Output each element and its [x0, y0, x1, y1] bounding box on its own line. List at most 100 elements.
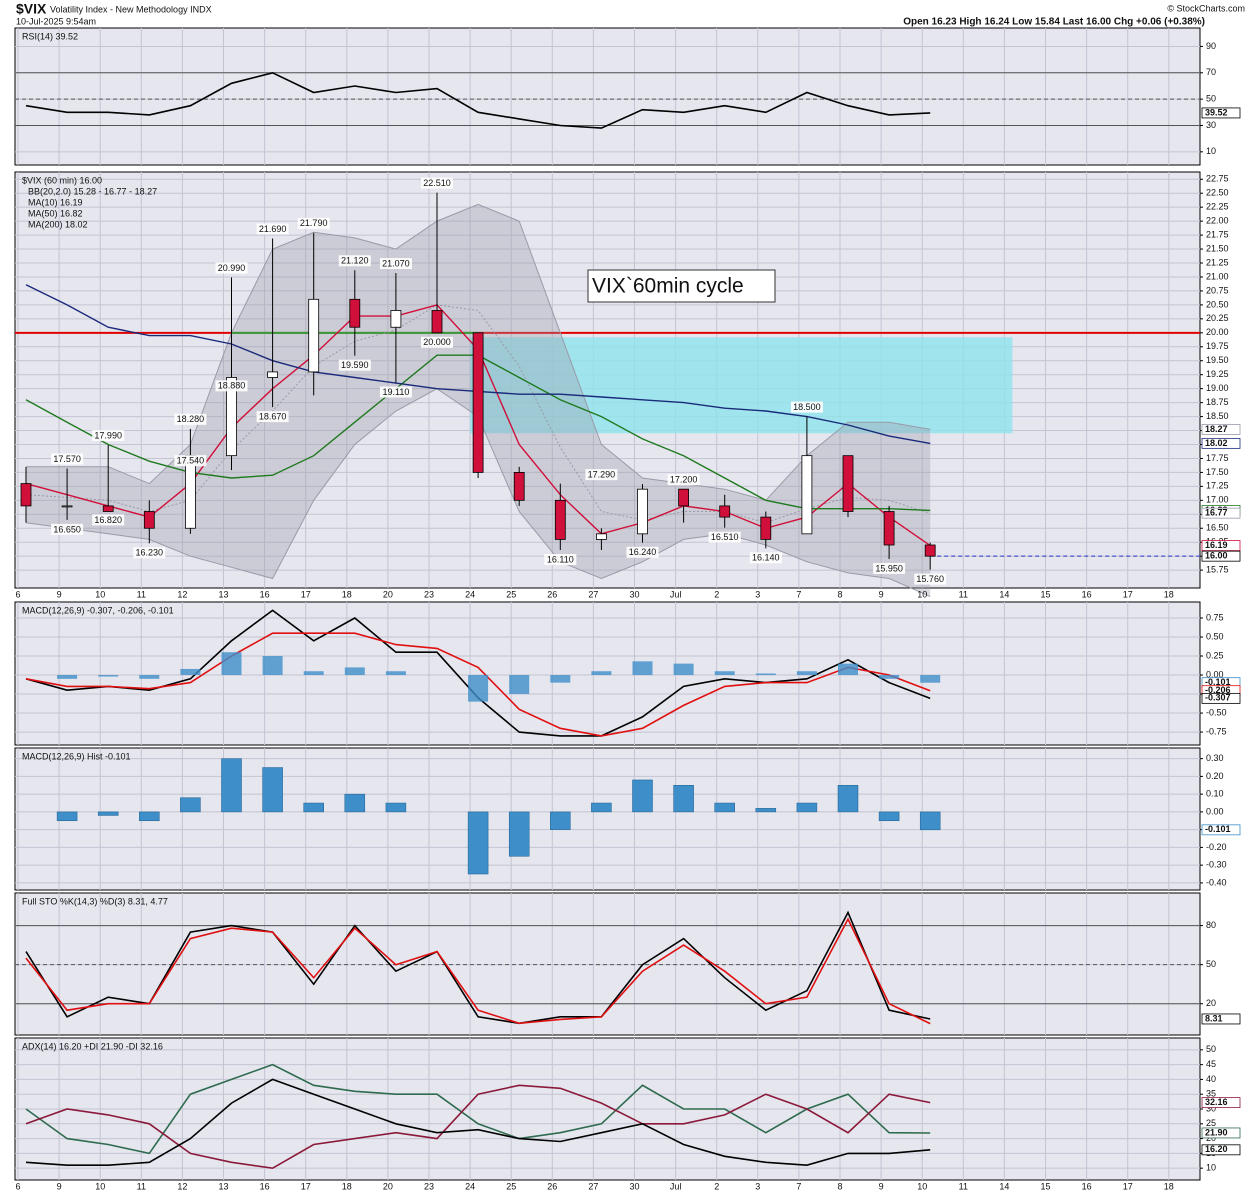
y-tick-label: 50	[1206, 94, 1216, 104]
peak-label-bg	[914, 573, 947, 585]
peak-label: 15.950	[875, 563, 903, 573]
peak-label: 16.240	[629, 547, 657, 557]
macd-histogram-bar	[139, 675, 160, 679]
y-tick-label: -0.20	[1206, 842, 1227, 852]
peak-label: 17.570	[53, 454, 81, 464]
peak-label-bg	[667, 474, 700, 486]
peak-label: 18.880	[218, 381, 246, 391]
y-tick-label: 0.20	[1206, 771, 1224, 781]
x-tick-label: 6	[15, 589, 20, 599]
x-tick-label: 17	[301, 589, 311, 599]
legend-entry: MA(50) 16.82	[28, 208, 83, 218]
x-tick-label: 13	[218, 1181, 228, 1191]
peak-label: 18.280	[177, 414, 205, 424]
peak-label: 21.120	[341, 256, 369, 266]
candle-body	[596, 533, 607, 540]
x-tick-label: 9	[57, 589, 62, 599]
last-value-tag	[1201, 550, 1241, 562]
last-value-tag	[1201, 824, 1241, 836]
macd-histogram-bar	[796, 671, 817, 676]
y-tick-label: 0.10	[1206, 789, 1224, 799]
y-tick-label: 16.50	[1206, 523, 1229, 533]
last-value-tag	[1201, 1144, 1241, 1156]
panel-background	[14, 892, 1201, 1036]
x-tick-label: 18	[342, 589, 352, 599]
last-value-tag	[1201, 437, 1241, 449]
security-name: Volatility Index - New Methodology INDX	[50, 4, 212, 14]
indicator-line	[25, 1063, 931, 1155]
last-value-label: 18.02	[1205, 438, 1228, 448]
panel-title: $VIX (60 min) 16.00	[22, 175, 102, 185]
x-tick-label: 10	[95, 589, 105, 599]
candle-body	[226, 377, 237, 457]
peak-label-bg	[51, 453, 84, 465]
peak-label-bg	[174, 413, 207, 425]
candle-body	[308, 298, 320, 373]
y-tick-label: -0.75	[1206, 726, 1227, 736]
histogram-bar	[467, 811, 489, 875]
peak-label-bg	[421, 336, 453, 348]
peak-label: 21.690	[259, 224, 287, 234]
last-value-tag	[1201, 107, 1241, 119]
y-tick-label: 80	[1206, 920, 1216, 930]
macd-histogram-bar	[879, 675, 900, 679]
macd-histogram-bar	[221, 652, 242, 676]
x-tick-label: 6	[15, 1181, 20, 1191]
x-tick-label: 16	[260, 1181, 270, 1191]
panel-title: MACD(12,26,9) Hist -0.101	[22, 751, 131, 761]
y-tick-label: 20.50	[1206, 299, 1229, 309]
peak-label: 21.790	[300, 218, 328, 228]
peak-label-bg	[379, 258, 412, 270]
peak-label: 21.070	[382, 258, 410, 268]
peak-label-bg	[338, 359, 371, 371]
x-tick-label: 24	[465, 1181, 475, 1191]
y-tick-label: 0.50	[1206, 631, 1224, 641]
candle-body	[554, 499, 566, 540]
x-tick-label: 10	[917, 589, 927, 599]
chart-date: 10-Jul-2025 9:54am	[16, 16, 96, 26]
panel-title: RSI(14) 39.52	[22, 31, 78, 41]
x-tick-label: 2	[714, 1181, 719, 1191]
histogram-bar	[878, 811, 900, 822]
peak-label-bg	[873, 562, 906, 574]
histogram-bar	[591, 802, 612, 813]
macd-histogram-bar	[920, 675, 941, 683]
candle-body	[842, 455, 854, 512]
x-tick-label: 17	[1123, 1181, 1133, 1191]
peak-label: 20.990	[218, 263, 246, 273]
last-value-label: 16.19	[1205, 540, 1228, 550]
histogram-bar	[56, 811, 78, 822]
last-value-label: 8.31	[1205, 1013, 1223, 1023]
candle-body	[637, 488, 648, 535]
histogram-bar	[755, 808, 777, 813]
y-tick-label: -0.40	[1206, 877, 1227, 887]
peak-label-bg	[51, 523, 84, 535]
peak-label-bg	[92, 430, 125, 442]
peak-label-bg	[749, 552, 782, 564]
macd-histogram-bar	[673, 663, 694, 676]
candle-body	[390, 310, 402, 328]
candle-body	[924, 544, 936, 557]
panel-title: ADX(14) 16.20 +DI 21.90 -DI 32.16	[22, 1041, 163, 1051]
last-value-label: 16.20	[1205, 1144, 1228, 1154]
panel-background	[14, 747, 1201, 891]
peak-label: 17.540	[177, 456, 205, 466]
last-value-tag	[1201, 424, 1241, 435]
indicator-line	[25, 917, 931, 1025]
y-tick-label: 22.00	[1206, 216, 1229, 226]
x-tick-label: 12	[177, 1181, 187, 1191]
last-value-tag	[1201, 1013, 1241, 1025]
peak-label: 19.590	[341, 360, 369, 370]
y-tick-label: 22.25	[1206, 202, 1229, 212]
y-tick-label: 50	[1206, 1044, 1216, 1054]
y-tick-label: 21.75	[1206, 229, 1229, 239]
histogram-bar	[385, 802, 407, 813]
histogram-bar	[919, 811, 941, 831]
y-tick-label: 30	[1206, 1103, 1216, 1113]
y-tick-label: 20.75	[1206, 285, 1229, 295]
y-tick-label: 20.25	[1206, 313, 1229, 323]
last-value-tag	[1201, 1097, 1241, 1109]
histogram-bar	[714, 802, 735, 813]
peak-label: 17.290	[588, 470, 616, 480]
